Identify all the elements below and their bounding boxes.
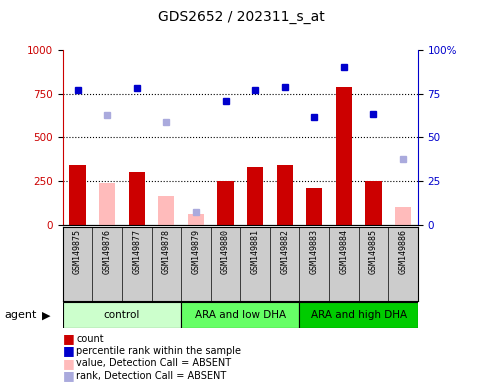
Bar	[306, 188, 322, 225]
Bar	[188, 214, 204, 225]
Bar	[181, 302, 299, 328]
Bar	[217, 181, 234, 225]
Text: value, Detection Call = ABSENT: value, Detection Call = ABSENT	[76, 358, 231, 368]
Text: GDS2652 / 202311_s_at: GDS2652 / 202311_s_at	[158, 10, 325, 23]
Text: GSM149883: GSM149883	[310, 229, 319, 274]
Text: ARA and low DHA: ARA and low DHA	[195, 310, 286, 320]
Text: ■: ■	[63, 357, 74, 370]
Text: ▶: ▶	[42, 310, 50, 320]
Text: ARA and high DHA: ARA and high DHA	[311, 310, 407, 320]
Text: GSM149885: GSM149885	[369, 229, 378, 274]
Bar	[299, 302, 418, 328]
Bar	[158, 196, 174, 225]
Bar	[63, 302, 181, 328]
Bar	[70, 165, 85, 225]
Bar	[277, 165, 293, 225]
Text: percentile rank within the sample: percentile rank within the sample	[76, 346, 242, 356]
Text: GSM149882: GSM149882	[280, 229, 289, 274]
Bar	[365, 181, 382, 225]
Bar	[395, 207, 411, 225]
Text: GSM149880: GSM149880	[221, 229, 230, 274]
Text: control: control	[104, 310, 140, 320]
Text: GSM149884: GSM149884	[340, 229, 348, 274]
Text: GSM149875: GSM149875	[73, 229, 82, 274]
Text: GSM149879: GSM149879	[191, 229, 200, 274]
Bar	[336, 87, 352, 225]
Text: ■: ■	[63, 344, 74, 358]
Text: rank, Detection Call = ABSENT: rank, Detection Call = ABSENT	[76, 371, 227, 381]
Text: GSM149886: GSM149886	[398, 229, 408, 274]
Bar	[128, 172, 145, 225]
Bar	[99, 183, 115, 225]
Text: ■: ■	[63, 332, 74, 345]
Bar	[247, 167, 263, 225]
Text: GSM149878: GSM149878	[162, 229, 171, 274]
Text: GSM149877: GSM149877	[132, 229, 141, 274]
Text: agent: agent	[5, 310, 37, 320]
Text: GSM149881: GSM149881	[251, 229, 259, 274]
Text: ■: ■	[63, 369, 74, 382]
Text: count: count	[76, 334, 104, 344]
Text: GSM149876: GSM149876	[103, 229, 112, 274]
